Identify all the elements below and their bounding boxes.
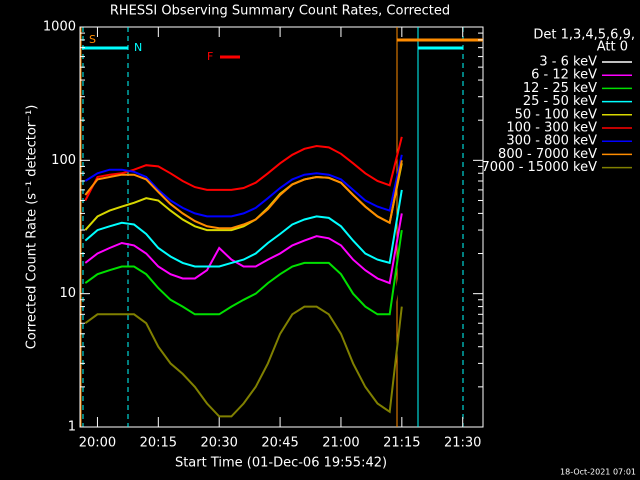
x-tick-label: 20:30 xyxy=(200,436,237,451)
series-line xyxy=(84,189,403,268)
legend-title: Att 0 xyxy=(597,40,628,55)
legend-title: Det 1,3,4,5,6,9, xyxy=(533,28,635,43)
y-tick-label: 1 xyxy=(68,420,76,435)
x-tick-label: 20:15 xyxy=(140,436,177,451)
series-line xyxy=(84,305,403,418)
series-line xyxy=(84,160,403,230)
legend-label: 50 - 100 keV xyxy=(515,107,598,122)
x-tick-label: 20:00 xyxy=(79,436,116,451)
timestamp: 18-Oct-2021 07:01 xyxy=(560,468,636,477)
legend-label: 25 - 50 keV xyxy=(523,94,597,109)
series-line xyxy=(84,229,403,316)
x-tick-label: 20:45 xyxy=(261,436,298,451)
flag-label: F xyxy=(207,50,213,63)
series-line xyxy=(84,253,403,349)
plot-frame xyxy=(79,26,484,428)
x-tick-label: 21:15 xyxy=(383,436,420,451)
x-tick-label: 21:00 xyxy=(322,436,359,451)
series-line xyxy=(84,154,403,218)
x-tick-label: 21:30 xyxy=(444,436,481,451)
legend-label: 300 - 800 keV xyxy=(506,134,597,149)
y-axis-label: Corrected Count Rate (s⁻¹ detector⁻¹) xyxy=(25,105,40,350)
legend-label: 3 - 6 keV xyxy=(539,55,597,70)
legend-label: 6 - 12 keV xyxy=(531,68,597,83)
legend-label: 100 - 300 keV xyxy=(506,121,597,136)
x-axis-label: Start Time (01-Dec-06 19:55:42) xyxy=(175,456,387,471)
legend-label: 12 - 25 keV xyxy=(523,81,597,96)
flag-label: N xyxy=(134,41,142,54)
series-line xyxy=(84,213,403,285)
flag-label: S xyxy=(89,33,96,46)
series-line xyxy=(84,136,403,201)
legend-label: 7000 - 15000 keV xyxy=(482,160,598,175)
chart-title: RHESSI Observing Summary Count Rates, Co… xyxy=(110,4,450,19)
y-tick-label: 100 xyxy=(51,153,76,168)
y-tick-label: 1000 xyxy=(43,20,76,35)
legend-label: 800 - 7000 keV xyxy=(498,147,597,162)
y-tick-label: 10 xyxy=(59,286,76,301)
